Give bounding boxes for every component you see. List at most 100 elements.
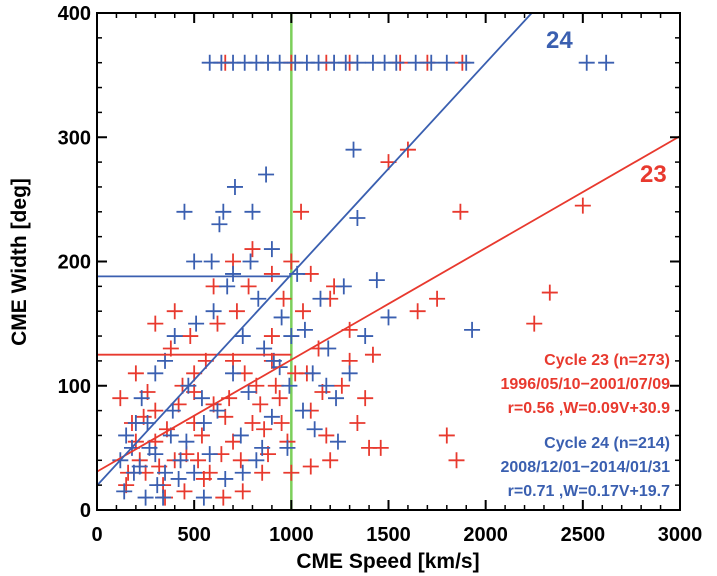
point-cycle23-16 bbox=[193, 427, 210, 444]
point-cycle23-41 bbox=[399, 141, 416, 158]
point-cycle24-12 bbox=[349, 54, 366, 71]
x-tick-label: 2000 bbox=[463, 524, 508, 546]
point-cycle24-89 bbox=[306, 421, 323, 438]
y-tick-label: 300 bbox=[58, 127, 91, 149]
point-cycle23-55 bbox=[195, 470, 212, 487]
point-cycle23-47 bbox=[526, 315, 543, 332]
point-cycle24-97 bbox=[234, 464, 251, 481]
point-cycle24-70 bbox=[147, 446, 164, 463]
point-cycle24-34 bbox=[211, 216, 228, 233]
point-cycle23-34 bbox=[333, 377, 350, 394]
point-cycle24-63 bbox=[147, 365, 164, 382]
point-cycle24-58 bbox=[244, 203, 261, 220]
point-cycle23-48 bbox=[541, 284, 558, 301]
fit-line-cycle23 bbox=[96, 135, 681, 473]
x-tick-label: 0 bbox=[91, 524, 102, 546]
point-cycle23-95 bbox=[228, 303, 245, 320]
point-cycle24-69 bbox=[139, 415, 156, 432]
point-cycle24-75 bbox=[186, 464, 203, 481]
point-cycle24-50 bbox=[335, 278, 352, 295]
point-cycle23-24 bbox=[256, 421, 273, 438]
point-cycle23-99 bbox=[267, 377, 284, 394]
point-cycle24-62 bbox=[166, 328, 183, 345]
point-cycle24-76 bbox=[193, 390, 210, 407]
point-cycle23-67 bbox=[263, 265, 280, 282]
point-cycle24-46 bbox=[304, 365, 321, 382]
point-cycle24-47 bbox=[312, 290, 329, 307]
point-cycle24-49 bbox=[328, 390, 345, 407]
point-cycle23-38 bbox=[364, 346, 381, 363]
point-cycle24-78 bbox=[209, 402, 226, 419]
point-cycle23-45 bbox=[448, 452, 465, 469]
point-cycle23-42 bbox=[409, 303, 426, 320]
point-cycle24-90 bbox=[318, 377, 335, 394]
point-cycle24-61 bbox=[186, 253, 203, 270]
point-cycle24-40 bbox=[258, 166, 275, 183]
point-cycle24-33 bbox=[203, 253, 220, 270]
point-cycle23-56 bbox=[176, 483, 193, 500]
y-tick-label: 0 bbox=[80, 500, 91, 522]
point-cycle24-85 bbox=[263, 408, 280, 425]
point-cycle24-37 bbox=[234, 328, 251, 345]
point-cycle23-97 bbox=[252, 396, 269, 413]
point-cycle24-39 bbox=[250, 290, 267, 307]
point-cycle24-98 bbox=[195, 489, 212, 506]
point-cycle23-73 bbox=[322, 452, 339, 469]
point-cycle24-9 bbox=[310, 54, 327, 71]
point-cycle23-44 bbox=[438, 427, 455, 444]
point-cycle23-36 bbox=[349, 415, 366, 432]
point-cycle23-100 bbox=[275, 290, 292, 307]
point-cycle24-51 bbox=[345, 141, 362, 158]
point-cycle23-60 bbox=[127, 365, 144, 382]
legend-cycle24-name: Cycle 24 (n=214) bbox=[544, 435, 670, 452]
point-cycle23-90 bbox=[182, 328, 199, 345]
point-cycle24-20 bbox=[578, 54, 595, 71]
point-cycle24-43 bbox=[281, 377, 298, 394]
point-cycle24-38 bbox=[242, 253, 259, 270]
point-cycle24-42 bbox=[273, 309, 290, 326]
point-cycle23-49 bbox=[574, 197, 591, 214]
point-cycle24-94 bbox=[176, 203, 193, 220]
point-cycle24-18 bbox=[438, 54, 455, 71]
point-cycle24-35 bbox=[219, 278, 236, 295]
point-cycle24-77 bbox=[201, 446, 218, 463]
x-tick-label: 3000 bbox=[658, 524, 703, 546]
point-cycle23-75 bbox=[283, 464, 300, 481]
point-cycle24-66 bbox=[116, 483, 133, 500]
y-tick-label: 400 bbox=[58, 3, 91, 25]
point-cycle24-29 bbox=[172, 452, 189, 469]
x-axis-title: CME Speed [km/s] bbox=[296, 550, 479, 573]
point-cycle24-91 bbox=[329, 433, 346, 450]
y-tick-label: 100 bbox=[58, 376, 91, 398]
point-cycle24-22 bbox=[118, 427, 135, 444]
point-cycle24-88 bbox=[294, 402, 311, 419]
point-cycle23-66 bbox=[244, 241, 261, 258]
point-cycle23-46 bbox=[452, 203, 469, 220]
x-tick-label: 2500 bbox=[561, 524, 606, 546]
point-cycle24-24 bbox=[133, 390, 150, 407]
point-cycle23-43 bbox=[429, 290, 446, 307]
point-cycle24-79 bbox=[217, 470, 234, 487]
point-cycle23-82 bbox=[147, 402, 164, 419]
point-cycle23-22 bbox=[240, 278, 257, 295]
point-cycle24-74 bbox=[178, 433, 195, 450]
point-cycle23-77 bbox=[244, 415, 261, 432]
point-cycle23-51 bbox=[273, 415, 290, 432]
point-cycle23-72 bbox=[361, 439, 378, 456]
point-cycle24-60 bbox=[205, 303, 222, 320]
point-cycle24-32 bbox=[195, 415, 212, 432]
point-cycle23-61 bbox=[147, 315, 164, 332]
point-cycle23-18 bbox=[209, 315, 226, 332]
point-cycle24-26 bbox=[149, 477, 166, 494]
point-cycle24-82 bbox=[240, 383, 257, 400]
point-cycle24-54 bbox=[380, 309, 397, 326]
legend-cycle23-dates: 1996/05/10−2001/07/09 bbox=[501, 376, 671, 393]
legend-cycle23-fit: r=0.56 ,W=0.09V+30.9 bbox=[508, 400, 670, 417]
point-cycle24-48 bbox=[320, 340, 337, 357]
point-cycle24-52 bbox=[349, 210, 366, 227]
point-cycle24-80 bbox=[225, 365, 242, 382]
x-tick-label: 1500 bbox=[366, 524, 411, 546]
point-cycle24-71 bbox=[155, 489, 172, 506]
point-cycle23-25 bbox=[263, 328, 280, 345]
